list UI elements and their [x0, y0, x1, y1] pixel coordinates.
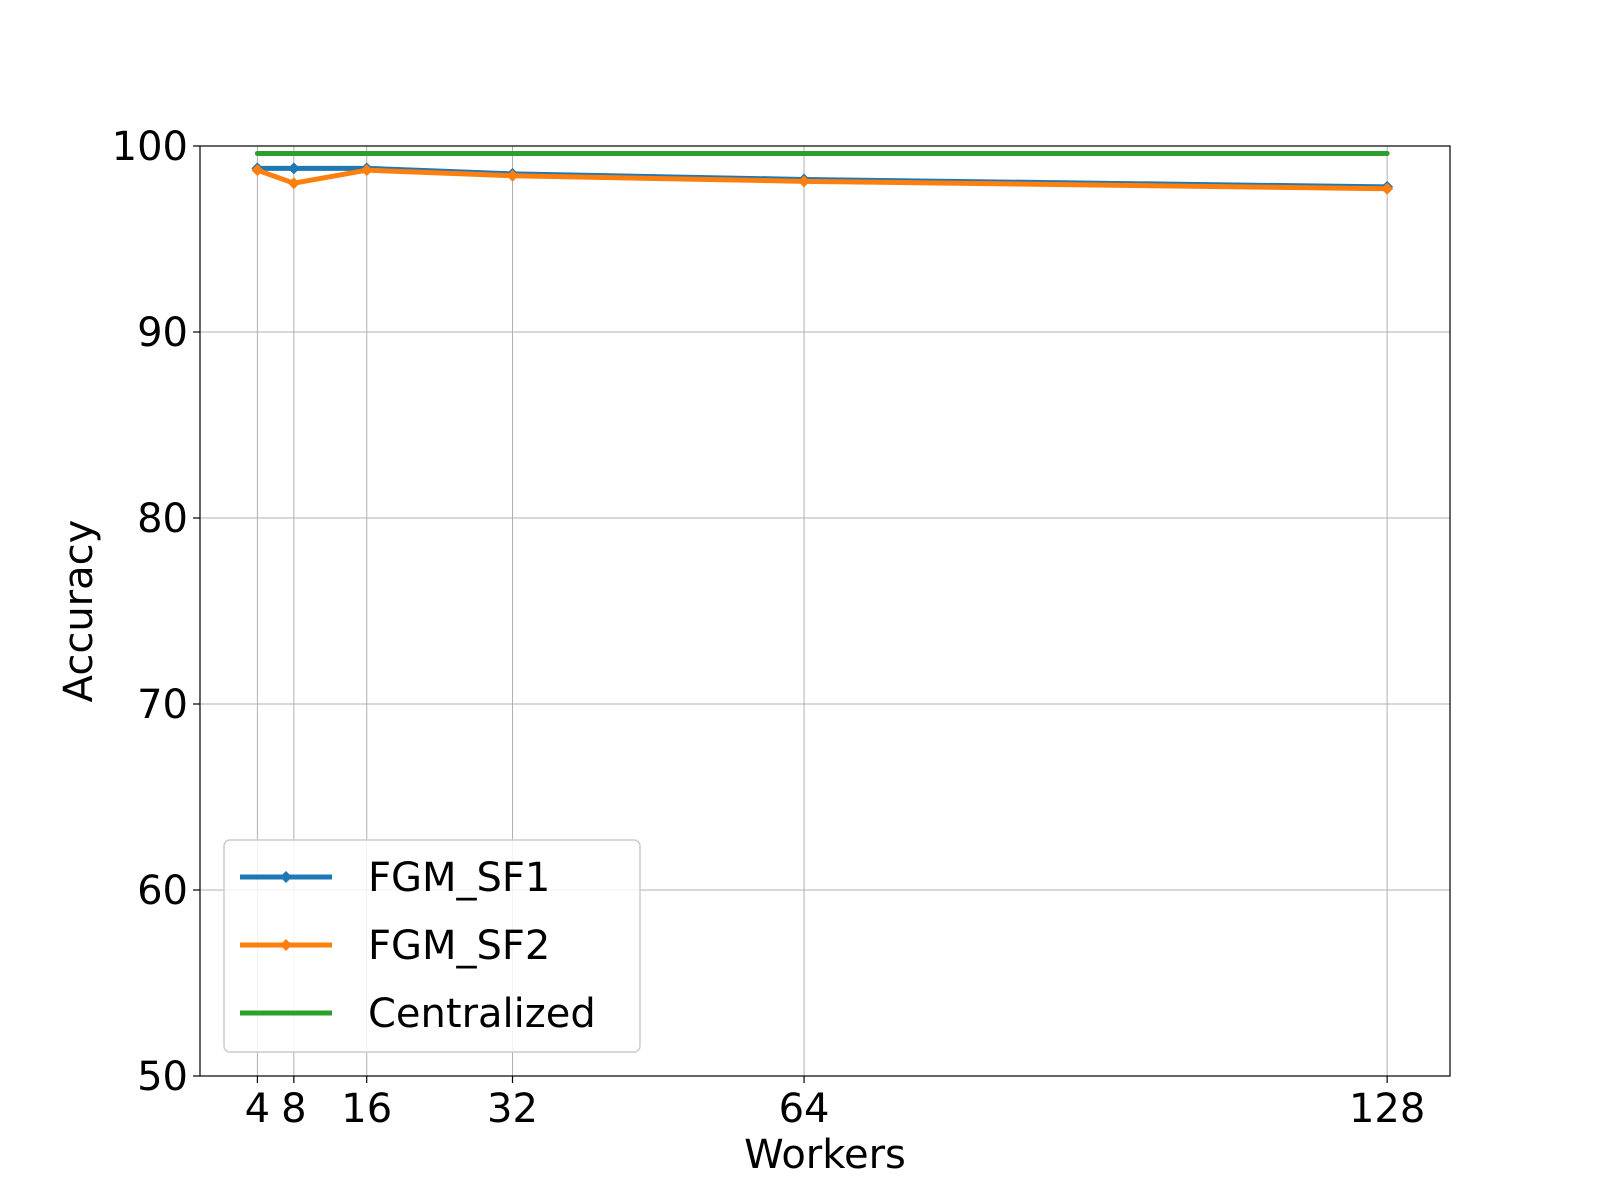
x-axis-ticks: 4 8 16 32 64 128: [245, 1076, 1425, 1132]
data-point: [251, 164, 264, 177]
x-tick-label: 4: [245, 1086, 270, 1132]
legend-item-fgm_sf1: FGM_SF1: [240, 855, 550, 901]
legend-label: FGM_SF2: [368, 923, 550, 969]
y-axis-ticks: 50 60 70 80 90 100: [112, 124, 200, 1100]
x-axis-label: Workers: [744, 1132, 906, 1178]
x-tick-label: 32: [487, 1086, 538, 1132]
data-point: [287, 162, 300, 175]
y-tick-label: 60: [137, 868, 188, 914]
x-tick-label: 64: [779, 1086, 830, 1132]
y-axis-label: Accuracy: [56, 520, 102, 703]
y-tick-label: 70: [137, 682, 188, 728]
x-tick-label: 128: [1349, 1086, 1425, 1132]
series-fgm_sf2: [251, 164, 1394, 195]
y-tick-label: 90: [137, 310, 188, 356]
data-point: [287, 177, 300, 190]
legend: FGM_SF1 FGM_SF2 Centralized: [223, 839, 641, 1053]
data-point: [1381, 182, 1394, 195]
data-point: [798, 175, 811, 188]
data-point: [506, 169, 519, 182]
y-tick-label: 80: [137, 496, 188, 542]
x-tick-label: 8: [281, 1086, 306, 1132]
legend-item-centralized: Centralized: [240, 991, 596, 1037]
y-tick-label: 50: [137, 1054, 188, 1100]
legend-label: Centralized: [368, 991, 596, 1037]
series-lines: [251, 150, 1394, 195]
legend-item-fgm_sf2: FGM_SF2: [240, 923, 550, 969]
series-line: [254, 167, 1390, 192]
legend-marker: [280, 871, 292, 883]
y-tick-label: 100: [112, 124, 188, 170]
legend-label: FGM_SF1: [368, 855, 550, 901]
legend-box: [223, 839, 641, 1053]
data-point: [360, 164, 373, 177]
plot-area-frame: [199, 145, 1451, 1077]
legend-marker: [280, 939, 292, 951]
x-tick-label: 16: [341, 1086, 392, 1132]
